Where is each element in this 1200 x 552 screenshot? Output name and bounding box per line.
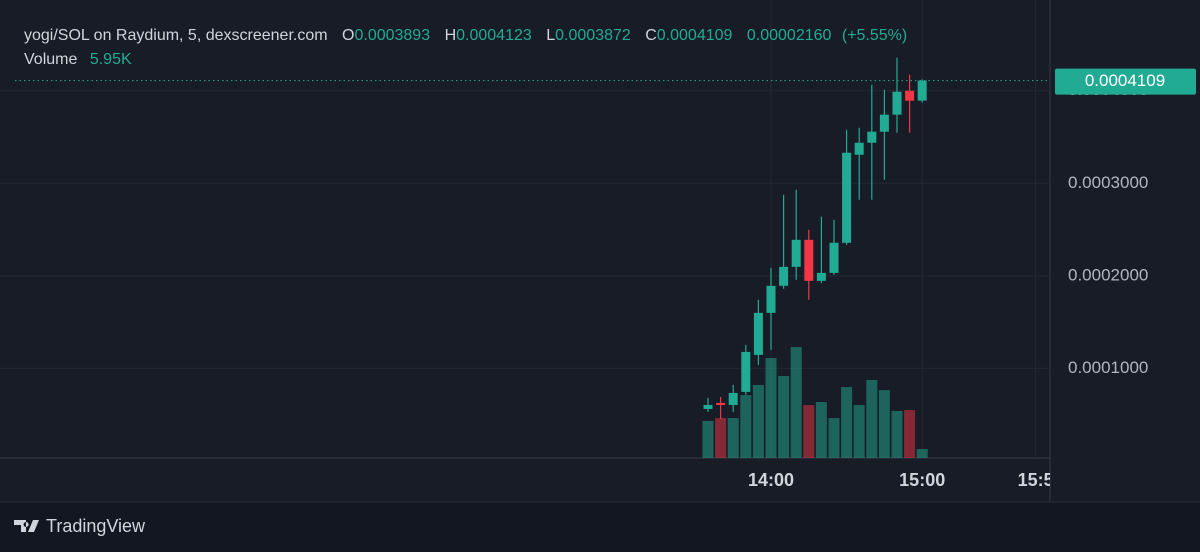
volume-bars xyxy=(702,347,928,458)
low-value: 0.0003872 xyxy=(555,27,631,44)
candle-body xyxy=(829,242,839,273)
brand: TradingView xyxy=(46,516,146,536)
candle-body xyxy=(741,351,751,392)
grid xyxy=(0,0,1050,458)
header: yogi/SOL on Raydium, 5, dexscreener.com … xyxy=(24,27,907,44)
low-label: L xyxy=(546,27,555,44)
volume-bar xyxy=(866,379,878,458)
y-tick-label: 0.0003000 xyxy=(1068,173,1148,192)
x-tick-label: 15:5 xyxy=(1018,470,1054,490)
volume-bar xyxy=(803,405,815,458)
volume-bar xyxy=(778,376,790,458)
logo-icon xyxy=(14,520,39,532)
open-value: 0.0003893 xyxy=(354,27,430,44)
candle-body xyxy=(791,239,801,267)
volume-bar xyxy=(765,358,777,458)
candle-body xyxy=(703,404,713,409)
candles xyxy=(703,57,927,419)
high-value: 0.0004123 xyxy=(456,27,532,44)
candle-body xyxy=(728,392,738,405)
candle-body xyxy=(892,91,902,115)
candle-body xyxy=(779,266,789,286)
candle-body xyxy=(854,142,864,155)
candle-body xyxy=(753,312,763,355)
candle-body xyxy=(716,402,726,405)
volume-label: Volume xyxy=(24,51,77,68)
volume-bar xyxy=(878,390,890,458)
y-tick-label: 0.0002000 xyxy=(1068,265,1148,284)
volume-bar xyxy=(828,418,840,458)
volume-bar xyxy=(702,420,714,458)
candle-body xyxy=(816,272,826,281)
volume-bar xyxy=(916,449,928,458)
footer-bar xyxy=(0,502,1200,552)
volume-bar xyxy=(727,418,739,458)
volume-bar xyxy=(752,384,764,458)
volume-bar xyxy=(815,402,827,458)
close-label: C xyxy=(645,27,657,44)
volume-bar xyxy=(853,405,865,458)
volume-bar xyxy=(740,395,752,458)
candle-body xyxy=(842,152,852,243)
logo: TradingView xyxy=(14,516,146,536)
y-tick-label: 0.0001000 xyxy=(1068,358,1148,377)
open-label: O xyxy=(342,27,354,44)
change-percent: (+5.55%) xyxy=(842,27,907,44)
symbol: yogi/SOL on Raydium, 5, dexscreener.com xyxy=(24,27,328,44)
volume-bar xyxy=(891,410,903,458)
candle-body xyxy=(867,131,877,143)
x-tick-label: 15:00 xyxy=(899,470,945,490)
change-value: 0.00002160 xyxy=(747,27,832,44)
current-price-label: 0.0004109 xyxy=(1085,71,1165,90)
axis-labels: 0.00010000.00020000.00030000.000400014:0… xyxy=(15,68,1196,490)
high-label: H xyxy=(445,27,457,44)
volume-bar xyxy=(790,347,802,458)
candle-body xyxy=(879,114,889,132)
current-price-tag xyxy=(1055,68,1196,95)
volume-bar xyxy=(904,410,916,458)
candle-body xyxy=(804,239,814,281)
candle-body xyxy=(917,80,927,101)
volume-header: Volume 5.95K xyxy=(24,51,132,68)
candle-body xyxy=(766,285,776,313)
candle-body xyxy=(905,90,915,101)
volume-bar xyxy=(841,387,853,458)
volume-bar xyxy=(715,418,727,458)
x-tick-label: 14:00 xyxy=(748,470,794,490)
close-value: 0.0004109 xyxy=(657,27,733,44)
volume-value: 5.95K xyxy=(90,51,132,68)
